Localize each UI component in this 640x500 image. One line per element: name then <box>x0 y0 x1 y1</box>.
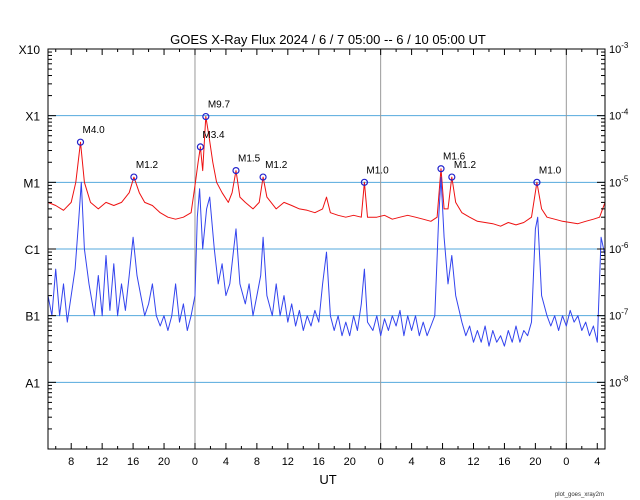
flare-label: M1.2 <box>454 160 477 171</box>
series-line-long <box>47 116 606 227</box>
x-tick-label: 4 <box>223 456 229 468</box>
right-tick-label: 10-5 <box>609 174 629 189</box>
flare-label: M1.6 <box>443 152 466 163</box>
class-label: B1 <box>25 310 40 324</box>
right-tick-label: 10-4 <box>609 108 629 123</box>
right-tick-label: 10-8 <box>609 374 629 389</box>
x-tick-label: 8 <box>254 456 260 468</box>
x-tick-label: 16 <box>127 456 139 468</box>
flare-label: M1.0 <box>539 165 562 176</box>
x-tick-label: 4 <box>409 456 415 468</box>
flare-marker <box>196 143 205 151</box>
right-tick-exponent: -3 <box>621 41 629 50</box>
flare-marker <box>533 178 541 186</box>
flare-label: M4.0 <box>82 125 105 136</box>
flare-marker <box>259 173 267 181</box>
right-tick-exponent: -6 <box>621 241 629 250</box>
x-tick-label: 16 <box>313 456 325 468</box>
x-axis-label: UT <box>319 472 336 487</box>
right-tick-exponent: -4 <box>621 108 629 117</box>
x-tick-label: 16 <box>498 456 510 468</box>
flare-label: M1.2 <box>265 160 288 171</box>
flare-marker <box>360 178 369 186</box>
x-tick-label: 4 <box>594 456 600 468</box>
x-tick-label: 0 <box>563 456 569 468</box>
flare-marker <box>202 112 210 121</box>
x-tick-label: 20 <box>158 456 170 468</box>
series <box>47 116 606 347</box>
right-tick-base: 10 <box>609 377 621 389</box>
series-line-short <box>47 176 606 347</box>
right-tick-label: 10-7 <box>609 308 629 323</box>
x-tick-label: 8 <box>68 456 74 468</box>
x-tick-label: 20 <box>529 456 541 468</box>
right-tick-exponent: -5 <box>621 174 629 183</box>
right-tick-base: 10 <box>609 177 621 189</box>
class-label: C1 <box>25 243 41 257</box>
right-tick-base: 10 <box>609 311 621 323</box>
right-tick-base: 10 <box>609 244 621 256</box>
flare-markers: M4.0M1.2M3.4M9.7M1.5M1.2 M1.0M1.6M1.2 M1.0 <box>76 100 562 186</box>
right-tick-exponent: -7 <box>621 308 629 317</box>
footer-label: plot_goes_xray2m <box>555 492 604 498</box>
chart-title: GOES X-Ray Flux 2024 / 6 / 7 05:00 -- 6 … <box>170 32 486 47</box>
class-label: M1 <box>23 176 40 190</box>
flare-label: M9.7 <box>208 100 231 111</box>
x-tick-label: 0 <box>378 456 384 468</box>
flare-marker <box>130 173 138 181</box>
flare-label: M1.2 <box>136 160 159 171</box>
x-tick-label: 12 <box>96 456 108 468</box>
flare-marker <box>232 166 240 175</box>
right-tick-label: 10-3 <box>609 41 629 56</box>
right-tick-base: 10 <box>609 111 621 123</box>
flare-marker <box>448 173 456 181</box>
x-tick-label: 12 <box>282 456 294 468</box>
axes: 8 12 16 20 0 4 8 12 16 20 0 4 8 12 16 20 0 4 A1 B1 C1 M1 X1 X10… <box>19 41 629 468</box>
class-label: X1 <box>25 110 40 124</box>
class-label: A1 <box>25 376 40 390</box>
x-tick-label: 20 <box>344 456 356 468</box>
flare-label: M3.4 <box>202 130 225 141</box>
right-tick-base: 10 <box>609 44 621 56</box>
x-tick-label: 0 <box>192 456 198 468</box>
x-tick-label: 12 <box>467 456 479 468</box>
right-tick-label: 10-6 <box>609 241 629 256</box>
x-tick-label: 8 <box>439 456 445 468</box>
flare-marker <box>437 165 445 173</box>
flare-marker <box>76 138 85 146</box>
class-label: X10 <box>19 43 41 57</box>
flare-label: M1.0 <box>366 165 389 176</box>
right-tick-exponent: -8 <box>621 374 629 383</box>
grid <box>48 49 605 449</box>
flare-label: M1.5 <box>238 154 261 165</box>
